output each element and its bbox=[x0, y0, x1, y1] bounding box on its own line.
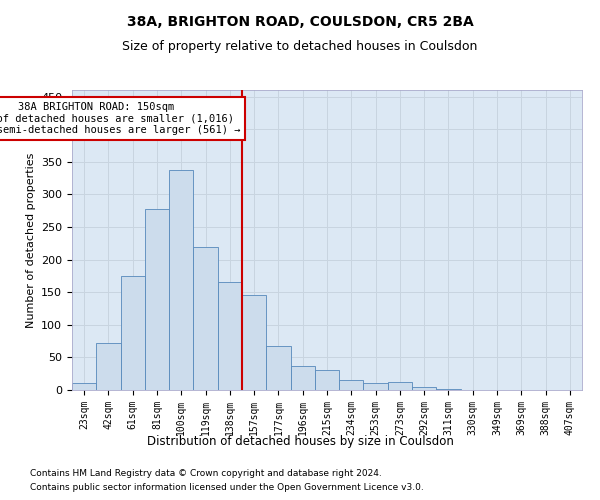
Bar bbox=[96, 343, 121, 390]
Bar bbox=[290, 366, 315, 390]
Bar bbox=[266, 346, 290, 390]
Bar bbox=[193, 246, 218, 390]
Bar bbox=[412, 386, 436, 390]
Bar bbox=[364, 384, 388, 390]
Bar bbox=[242, 296, 266, 390]
Bar bbox=[169, 170, 193, 390]
Text: Contains HM Land Registry data © Crown copyright and database right 2024.: Contains HM Land Registry data © Crown c… bbox=[30, 468, 382, 477]
Text: Contains public sector information licensed under the Open Government Licence v3: Contains public sector information licen… bbox=[30, 484, 424, 492]
Bar bbox=[388, 382, 412, 390]
Bar bbox=[315, 370, 339, 390]
Bar bbox=[339, 380, 364, 390]
Text: Distribution of detached houses by size in Coulsdon: Distribution of detached houses by size … bbox=[146, 435, 454, 448]
Text: Size of property relative to detached houses in Coulsdon: Size of property relative to detached ho… bbox=[122, 40, 478, 53]
Bar bbox=[72, 384, 96, 390]
Bar bbox=[218, 282, 242, 390]
Bar bbox=[121, 276, 145, 390]
Text: 38A, BRIGHTON ROAD, COULSDON, CR5 2BA: 38A, BRIGHTON ROAD, COULSDON, CR5 2BA bbox=[127, 15, 473, 29]
Y-axis label: Number of detached properties: Number of detached properties bbox=[26, 152, 35, 328]
Bar bbox=[145, 210, 169, 390]
Text: 38A BRIGHTON ROAD: 150sqm
← 64% of detached houses are smaller (1,016)
35% of se: 38A BRIGHTON ROAD: 150sqm ← 64% of detac… bbox=[0, 102, 240, 135]
